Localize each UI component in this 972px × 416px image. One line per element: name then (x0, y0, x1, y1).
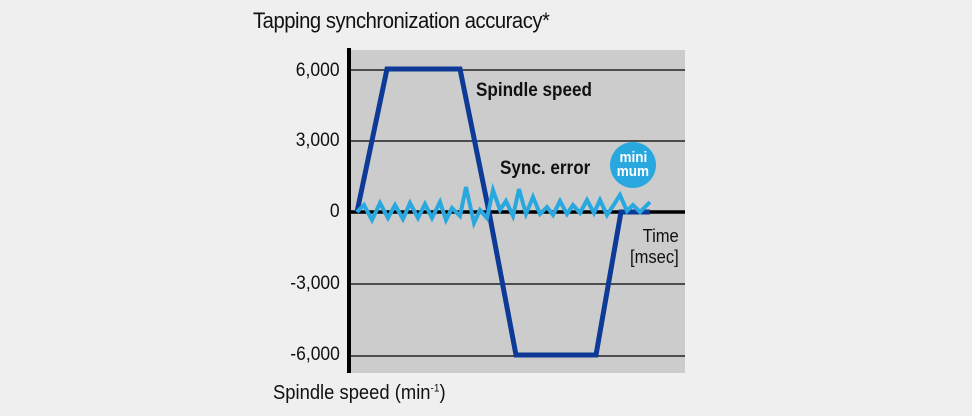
y-tick-0: 0 (330, 201, 340, 222)
x-axis-label-line1: Time (642, 226, 679, 246)
y-tick-3000: 3,000 (296, 130, 340, 151)
minimum-badge: mini mum (610, 142, 656, 188)
chart-title: Tapping synchronization accuracy* (253, 8, 550, 33)
x-axis-label-line2: [msec] (630, 247, 679, 267)
spindle-speed-label: Spindle speed (476, 80, 592, 101)
y-axis-label-main: Spindle speed (min (273, 382, 431, 404)
y-tick-6000: 6,000 (296, 60, 340, 81)
badge-line1: mini (619, 149, 647, 166)
y-axis-label-sup: -1 (430, 382, 440, 395)
y-tick-neg6000: -6,000 (290, 344, 340, 365)
y-axis-label-end: ) (439, 382, 446, 404)
y-axis-label: Spindle speed (min-1) (273, 382, 446, 405)
sync-error-line (355, 182, 652, 230)
spindle-speed-line (354, 66, 650, 358)
y-tick-neg3000: -3,000 (290, 273, 340, 294)
sync-error-label: Sync. error (500, 158, 591, 179)
badge-line2: mum (616, 163, 650, 180)
x-axis-label: Time [msec] (630, 226, 679, 268)
